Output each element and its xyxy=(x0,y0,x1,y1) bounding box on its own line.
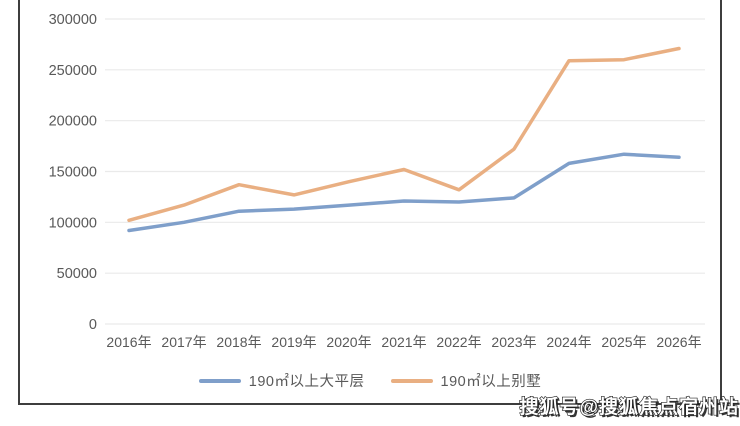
line-chart: 0 50000 100000 150000 200000 250000 300000 2016… xyxy=(49,12,705,350)
x-axis-tick-2: 2018年 xyxy=(216,334,261,350)
legend-label-flat: 190㎡以上大平层 xyxy=(248,374,365,390)
series-line-1 xyxy=(127,46,681,223)
x-axis-tick-10: 2026年 xyxy=(656,334,701,350)
x-axis-tick-1: 2017年 xyxy=(161,334,206,350)
x-axis-tick-7: 2023年 xyxy=(491,334,536,350)
y-axis-tick-50000: 50000 xyxy=(57,266,97,282)
y-axis-tick-150000: 150000 xyxy=(49,165,97,181)
y-axis-tick-0: 0 xyxy=(89,317,97,333)
y-axis-tick-100000: 100000 xyxy=(49,215,97,231)
x-axis-tick-0: 2016年 xyxy=(106,334,151,350)
y-axis-tick-250000: 250000 xyxy=(49,63,97,79)
legend-item-flat: 190㎡以上大平层 xyxy=(198,370,365,391)
y-axis-tick-300000: 300000 xyxy=(49,12,97,28)
legend-swatch-flat xyxy=(198,378,241,383)
x-axis-tick-6: 2022年 xyxy=(436,334,481,350)
chart-legend: 190㎡以上大平层 190㎡以上别墅 xyxy=(20,370,720,391)
legend-item-villa: 190㎡以上别墅 xyxy=(390,370,542,391)
x-axis-tick-5: 2021年 xyxy=(381,334,426,350)
chart-frame: 0 50000 100000 150000 200000 250000 300000 2016… xyxy=(18,0,722,405)
x-axis-tick-8: 2024年 xyxy=(546,334,591,350)
y-axis-tick-200000: 200000 xyxy=(49,114,97,130)
watermark-text: 搜狐号@搜狐焦点宿州站 xyxy=(519,396,739,418)
legend-swatch-villa xyxy=(390,378,433,383)
x-axis-tick-3: 2019年 xyxy=(271,334,316,350)
legend-label-villa: 190㎡以上别墅 xyxy=(440,374,542,390)
x-axis-tick-9: 2025年 xyxy=(601,334,646,350)
series-line-0 xyxy=(127,152,681,233)
x-axis-tick-4: 2020年 xyxy=(326,334,371,350)
